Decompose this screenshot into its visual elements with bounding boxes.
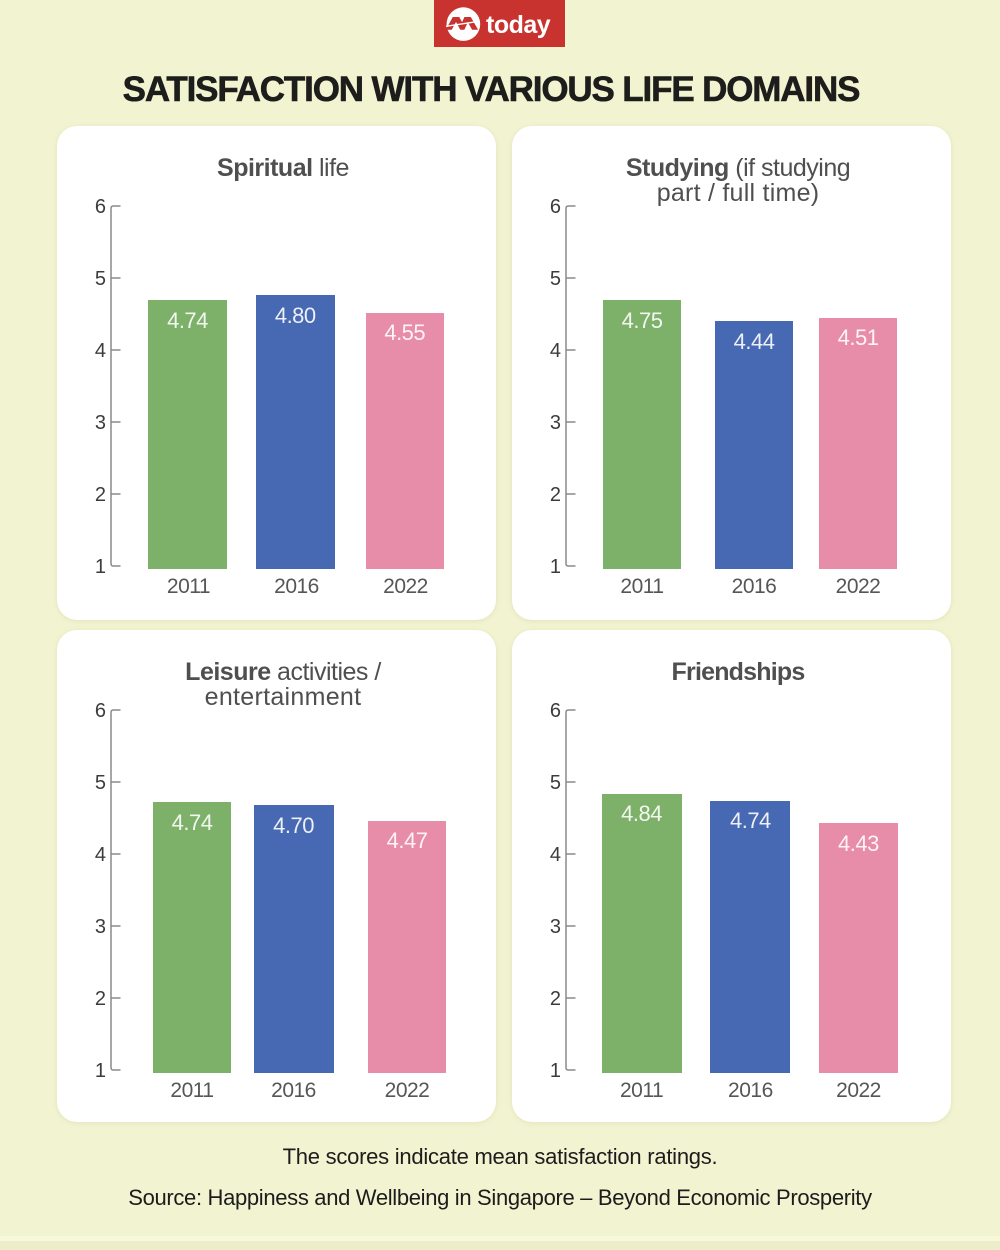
svg-text:today: today	[486, 11, 551, 39]
